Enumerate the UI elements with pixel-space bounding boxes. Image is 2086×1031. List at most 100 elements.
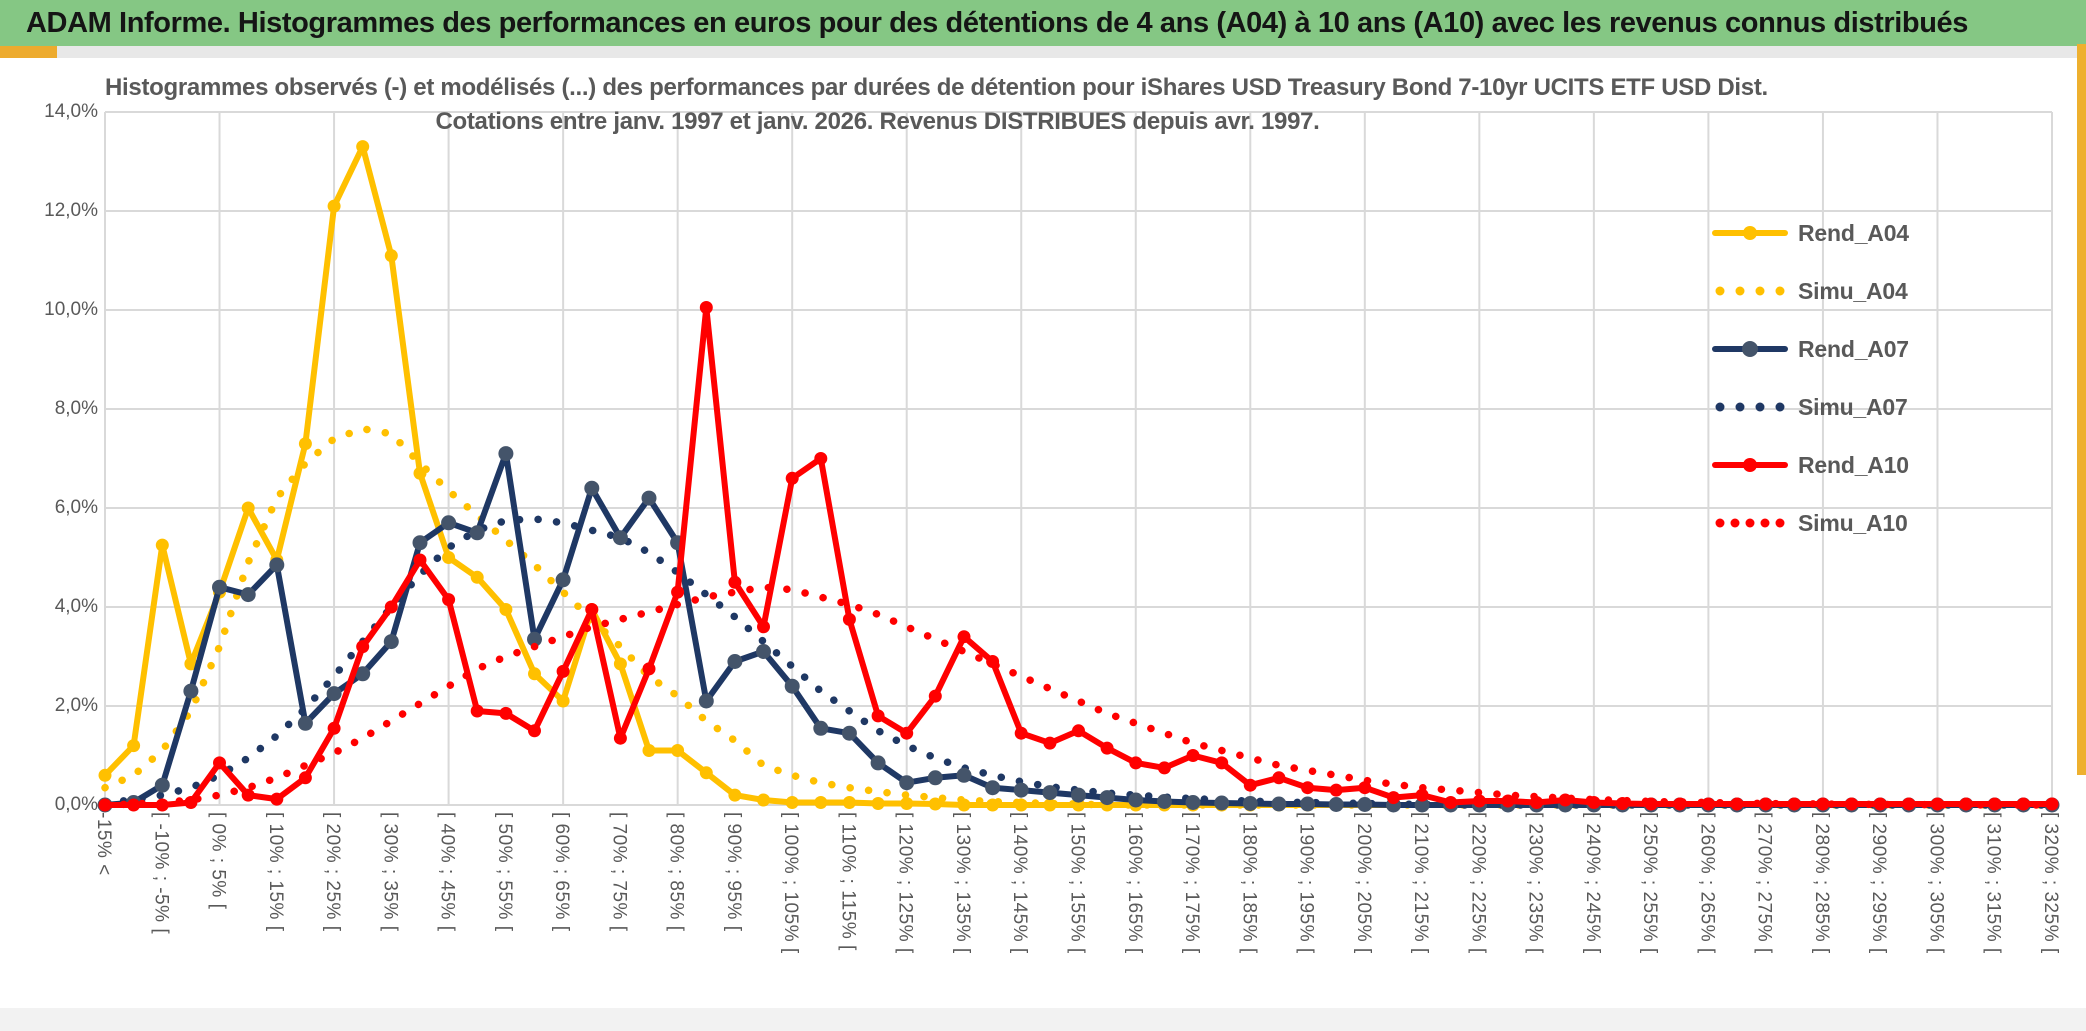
marker-Rend_A07 (956, 767, 972, 783)
marker-Rend_A04 (642, 744, 656, 757)
marker-Rend_A10 (270, 792, 284, 806)
x-axis-tick-label: [ 270% ; 275% [ (1753, 812, 1775, 954)
legend-label: Rend_A07 (1798, 335, 1909, 362)
x-axis-tick-label: [ 40% ; 45% [ (436, 812, 458, 932)
marker-Rend_A10 (585, 603, 599, 616)
marker-Rend_A04 (528, 667, 541, 681)
marker-Rend_A10 (1759, 797, 1773, 811)
marker-Rend_A10 (986, 655, 1000, 668)
x-axis-tick-label: [ 210% ; 215% [ (1410, 812, 1432, 954)
marker-Rend_A07 (1071, 787, 1086, 803)
legend-item-Simu_A07[interactable]: Simu_A07 (1712, 378, 1909, 436)
marker-Rend_A04 (241, 501, 255, 515)
marker-Rend_A10 (1816, 797, 1830, 811)
chart-legend: Rend_A04 Simu_A04 Rend_A07 Simu_A07 Rend_A10… (1712, 204, 1909, 552)
marker-Rend_A04 (871, 797, 885, 810)
legend-item-Simu_A10[interactable]: Simu_A10 (1712, 494, 1909, 552)
x-axis-tick-label: [ 300% ; 305% [ (1925, 812, 1947, 954)
legend-item-Simu_A04[interactable]: Simu_A04 (1712, 262, 1909, 320)
x-axis-tick-label: [ 260% ; 265% [ (1696, 812, 1718, 954)
y-axis-tick-label: 10,0% (44, 299, 98, 320)
x-axis-tick-label: [ 310% ; 315% [ (1982, 812, 2004, 954)
marker-Rend_A10 (1587, 796, 1601, 809)
marker-Rend_A10 (699, 301, 713, 314)
marker-Rend_A10 (1644, 797, 1658, 811)
marker-Rend_A07 (1185, 795, 1201, 810)
marker-Rend_A10 (1530, 796, 1544, 809)
marker-Rend_A07 (469, 525, 485, 541)
marker-Rend_A10 (241, 788, 255, 802)
marker-Rend_A10 (928, 689, 942, 703)
marker-Rend_A04 (785, 796, 799, 809)
legend-label: Simu_A04 (1798, 277, 1908, 304)
marker-Rend_A04 (184, 657, 198, 671)
chart-title-line1: Histogrammes observés (-) et modélisés (… (105, 74, 1768, 101)
legend-solid-line-icon (1712, 339, 1788, 359)
x-axis-tick-label: [ 20% ; 25% [ (322, 812, 344, 932)
marker-Rend_A04 (413, 466, 427, 480)
marker-Rend_A07 (1271, 796, 1287, 812)
x-axis-tick-label: [ 0% ; 5% [ (207, 812, 229, 910)
marker-Rend_A04 (470, 570, 484, 584)
x-axis-tick-label: [ 230% ; 235% [ (1524, 812, 1546, 954)
marker-Rend_A10 (1301, 781, 1315, 795)
marker-Rend_A07 (899, 775, 915, 791)
marker-Rend_A10 (470, 704, 484, 718)
divider-strip (0, 46, 2086, 58)
marker-Rend_A07 (870, 755, 886, 771)
marker-Rend_A07 (1300, 796, 1316, 812)
marker-Rend_A10 (642, 662, 656, 676)
x-axis-tick-label: [ 50% ; 55% [ (493, 812, 515, 932)
banner-title: ADAM Informe. Histogrammes des performan… (26, 6, 1968, 39)
marker-Rend_A04 (384, 249, 398, 263)
legend-label: Simu_A10 (1798, 509, 1908, 536)
marker-Rend_A07 (813, 720, 829, 736)
x-axis-tick-label: [ 190% ; 195% [ (1295, 812, 1317, 954)
scrollbar-right[interactable] (2077, 44, 2086, 775)
marker-Rend_A07 (985, 780, 1001, 796)
x-axis-tick-label: [ 180% ; 185% [ (1238, 812, 1260, 954)
x-axis-tick-label: -15% < (93, 812, 114, 876)
marker-Rend_A10 (1959, 797, 1973, 811)
legend-item-Rend_A07[interactable]: Rend_A07 (1712, 320, 1909, 378)
marker-Rend_A04 (928, 797, 942, 811)
legend-item-Rend_A04[interactable]: Rend_A04 (1712, 204, 1909, 262)
status-strip (0, 1008, 2086, 1031)
marker-Rend_A07 (555, 572, 571, 588)
marker-Rend_A10 (356, 640, 370, 654)
marker-Rend_A10 (1043, 736, 1057, 750)
marker-Rend_A04 (127, 739, 141, 753)
y-axis-tick-label: 2,0% (54, 695, 98, 716)
legend-solid-line-icon (1712, 223, 1788, 243)
marker-Rend_A10 (327, 721, 341, 735)
marker-Rend_A10 (1415, 788, 1429, 802)
marker-Rend_A10 (413, 553, 427, 567)
marker-Rend_A10 (728, 575, 742, 589)
marker-Rend_A10 (213, 756, 226, 770)
marker-Rend_A07 (698, 693, 714, 709)
x-axis-tick-label: [ 320% ; 325% [ (2040, 812, 2061, 954)
marker-Rend_A10 (155, 798, 169, 812)
marker-Rend_A10 (1472, 794, 1486, 808)
legend-item-Rend_A10[interactable]: Rend_A10 (1712, 436, 1909, 494)
marker-Rend_A10 (1787, 797, 1801, 811)
marker-Rend_A10 (842, 612, 856, 626)
marker-Rend_A10 (1931, 797, 1944, 811)
marker-Rend_A07 (641, 490, 657, 506)
marker-Rend_A07 (612, 530, 628, 546)
legend-dotted-line-icon (1712, 397, 1788, 417)
marker-Rend_A10 (1329, 783, 1343, 797)
marker-Rend_A10 (1730, 797, 1744, 811)
marker-Rend_A07 (154, 777, 170, 793)
marker-Rend_A10 (442, 593, 456, 607)
marker-Rend_A07 (1357, 797, 1373, 812)
y-axis-tick-label: 8,0% (54, 398, 98, 419)
marker-Rend_A07 (1013, 782, 1029, 798)
marker-Rend_A10 (384, 600, 398, 614)
x-axis-tick-label: [ 10% ; 15% [ (264, 812, 286, 932)
marker-Rend_A10 (1444, 796, 1458, 809)
marker-Rend_A07 (584, 480, 600, 496)
marker-Rend_A07 (1328, 797, 1344, 812)
marker-Rend_A04 (442, 551, 456, 564)
